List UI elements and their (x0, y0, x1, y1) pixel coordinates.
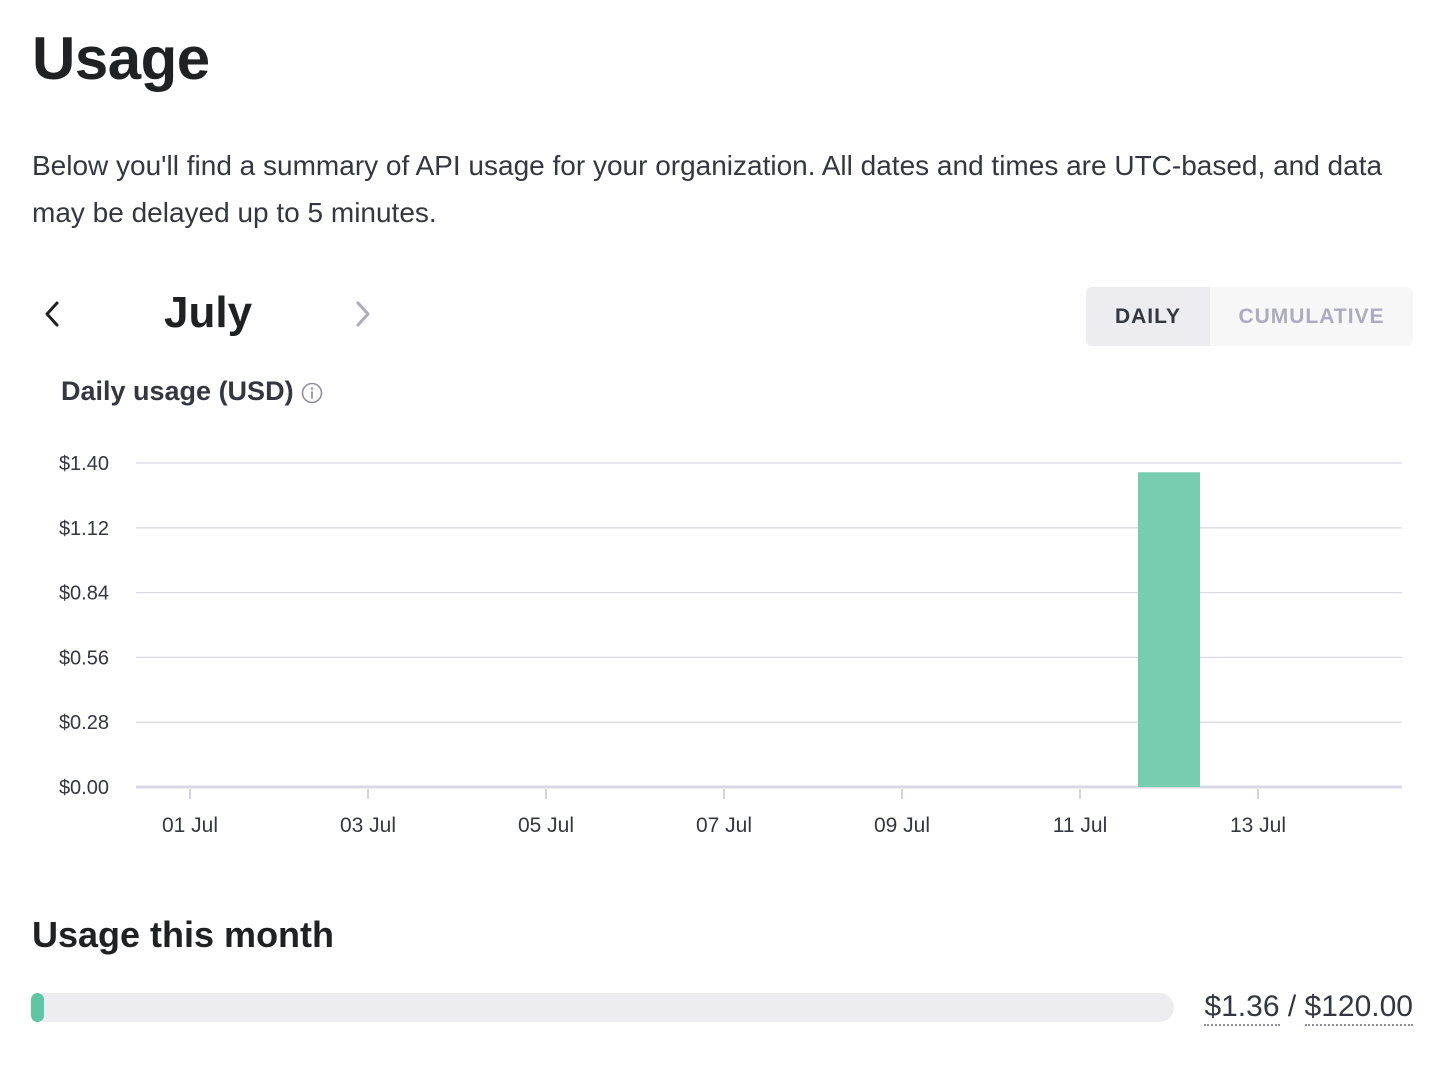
month-label: July (164, 288, 253, 337)
usage-separator: / (1287, 990, 1297, 1023)
month-navigation: July (32, 284, 392, 346)
x-tick-label: 07 Jul (696, 814, 752, 837)
x-tick-label: 11 Jul (1053, 814, 1107, 837)
usage-amount: $1.36 / $120.00 (1204, 990, 1413, 1026)
y-tick-label: $0.28 (59, 712, 109, 734)
y-tick-label: $1.40 (59, 453, 109, 475)
daily-toggle-button[interactable]: DAILY (1086, 287, 1210, 346)
x-tick-label: 05 Jul (518, 814, 574, 837)
chart-title: Daily usage (USD) (61, 376, 294, 406)
page-title: Usage (32, 25, 210, 92)
usage-progress-fill (31, 993, 44, 1022)
daily-usage-chart: $0.00 $0.28 $0.56 $0.84 $1.12 $1.40 01 Jul 03 J… (59, 453, 1402, 837)
cumulative-toggle-button[interactable]: CUMULATIVE (1238, 304, 1385, 328)
y-tick-label: $1.12 (59, 518, 109, 540)
usage-progress-bar (31, 993, 1174, 1022)
page-description: Below you'll find a summary of API usage… (32, 150, 1383, 228)
x-tick-label: 03 Jul (340, 814, 396, 837)
usage-bar (1138, 472, 1200, 787)
next-month-button[interactable] (343, 294, 383, 334)
x-tick-label: 01 Jul (162, 814, 218, 837)
prev-month-button[interactable] (32, 294, 72, 334)
chevron-left-icon (45, 301, 59, 327)
usage-month-title: Usage this month (32, 914, 335, 955)
usage-used-amount[interactable]: $1.36 (1204, 990, 1280, 1026)
view-toggle: DAILY CUMULATIVE (1086, 287, 1413, 346)
usage-limit-amount[interactable]: $120.00 (1304, 990, 1413, 1026)
y-tick-label: $0.84 (59, 583, 109, 605)
chevron-right-icon (356, 301, 370, 327)
y-tick-label: $0.56 (59, 647, 109, 669)
y-tick-label: $0.00 (59, 777, 109, 799)
info-icon[interactable] (301, 382, 323, 404)
x-tick-label: 09 Jul (874, 814, 930, 837)
x-tick-label: 13 Jul (1230, 814, 1286, 837)
